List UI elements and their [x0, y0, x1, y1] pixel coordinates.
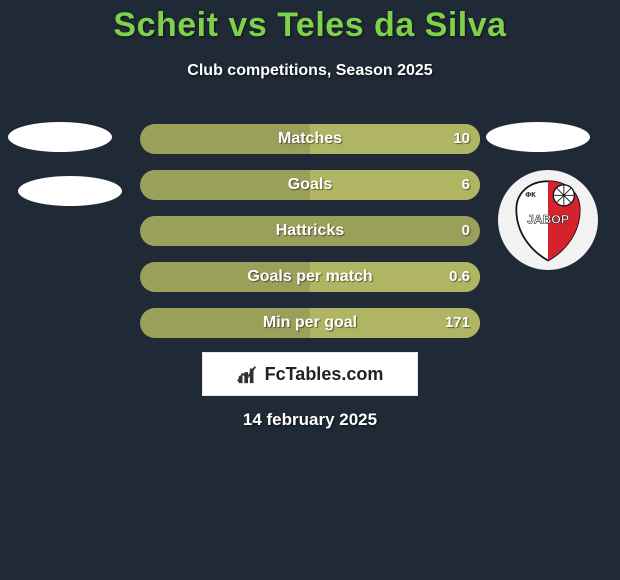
svg-text:ФК: ФК: [525, 192, 536, 199]
vs-separator: vs: [218, 6, 277, 44]
stat-value-right: 0.6: [449, 262, 470, 292]
brand-text: FcTables.com: [265, 364, 384, 385]
stat-label: Hattricks: [140, 216, 480, 246]
javor-badge-icon: ФК ЈАВОР: [504, 176, 592, 264]
player-b-club-badge: ФК ЈАВОР: [498, 170, 598, 270]
stat-label: Min per goal: [140, 308, 480, 338]
player-a-name: Scheit: [113, 6, 218, 44]
brand-box[interactable]: FcTables.com: [202, 352, 418, 396]
player-b-club-placeholder-1: [486, 122, 590, 152]
stat-value-right: 171: [445, 308, 470, 338]
comparison-canvas: Scheit vs Teles da Silva Club competitio…: [0, 0, 620, 580]
stat-label: Goals per match: [140, 262, 480, 292]
stat-row: Goals6: [140, 170, 480, 200]
stat-label: Matches: [140, 124, 480, 154]
stat-row: Min per goal171: [140, 308, 480, 338]
stats-container: Matches10 Goals6 Hattricks0 Goals per match…: [140, 124, 480, 354]
bar-chart-icon: [237, 363, 259, 385]
date-text: 14 february 2025: [0, 410, 620, 430]
stat-value-right: 10: [453, 124, 470, 154]
player-b-name: Teles da Silva: [277, 6, 506, 44]
stat-row: Hattricks0: [140, 216, 480, 246]
player-a-club-placeholder-2: [18, 176, 122, 206]
stat-row: Matches10: [140, 124, 480, 154]
subtitle: Club competitions, Season 2025: [0, 62, 620, 80]
page-title: Scheit vs Teles da Silva: [0, 6, 620, 45]
svg-text:ЈАВОР: ЈАВОР: [527, 213, 569, 227]
stat-label: Goals: [140, 170, 480, 200]
stat-row: Goals per match0.6: [140, 262, 480, 292]
stat-value-right: 0: [462, 216, 470, 246]
stat-value-right: 6: [462, 170, 470, 200]
player-a-club-placeholder-1: [8, 122, 112, 152]
